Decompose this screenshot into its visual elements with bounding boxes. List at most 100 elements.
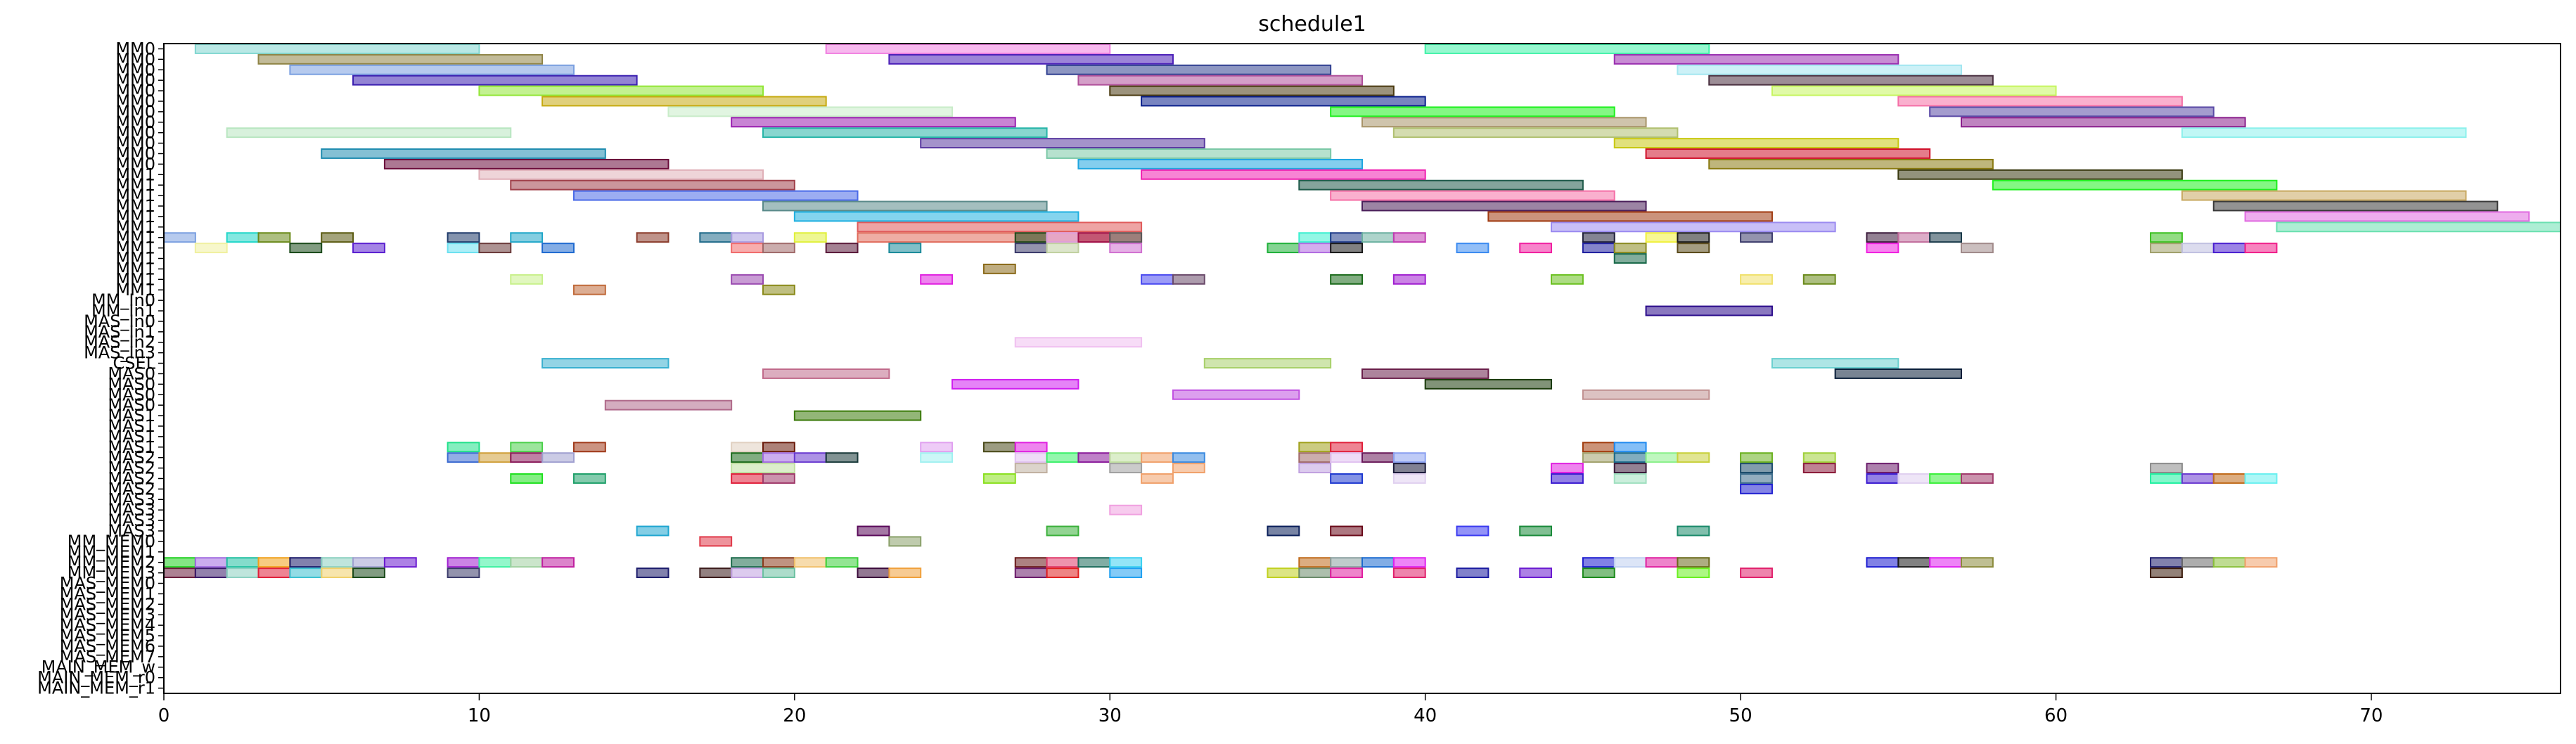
task-bar xyxy=(1077,158,1363,169)
task-bar xyxy=(289,64,575,75)
y-tick-label: MM1 xyxy=(115,196,155,216)
task-bar xyxy=(1613,452,1647,463)
task-bar xyxy=(762,200,1048,212)
task-bar xyxy=(762,127,1048,139)
y-axis: MM0MM0MM0MM0MM0MM0MM0MM0MM0MM0MM0MM0MM1M… xyxy=(37,39,164,698)
task-bar xyxy=(257,53,544,65)
task-bar xyxy=(2150,557,2183,568)
y-tick-label: MM1 xyxy=(115,186,155,205)
chart-title: schedule1 xyxy=(1258,12,1366,37)
task-bar xyxy=(2150,232,2183,243)
task-bar xyxy=(1361,452,1395,463)
y-tick-label: MM1 xyxy=(115,228,155,248)
task-bar xyxy=(226,557,259,568)
y-tick-label: MAS_MEM7 xyxy=(60,647,155,667)
task-bar xyxy=(2181,557,2215,568)
task-bar xyxy=(1802,452,1836,463)
task-bar xyxy=(478,85,764,96)
task-bar xyxy=(1046,232,1079,243)
y-tick-label: MAS2 xyxy=(108,458,155,478)
task-bar xyxy=(1897,232,1931,243)
task-bar xyxy=(1740,463,1773,474)
task-bar xyxy=(572,190,859,201)
task-bar xyxy=(1267,567,1300,579)
task-bar xyxy=(1677,557,1710,568)
y-tick-label: MAIN_MEM_r1 xyxy=(37,679,155,698)
task-bar xyxy=(667,106,954,117)
task-bar xyxy=(1961,117,2246,128)
y-tick-label: MAS0 xyxy=(108,385,155,404)
task-bar xyxy=(731,232,764,243)
task-bar xyxy=(572,442,606,453)
task-bar xyxy=(1929,232,1963,243)
task-bar xyxy=(762,243,795,254)
task-bar xyxy=(1330,452,1363,463)
task-bar xyxy=(888,243,922,254)
y-tick-label: MM1 xyxy=(115,280,155,300)
task-bar xyxy=(731,243,764,254)
task-bar xyxy=(1582,243,1615,254)
task-bar xyxy=(1298,232,1332,243)
y-tick-label: MM0 xyxy=(115,123,155,143)
task-bar xyxy=(1361,232,1395,243)
plot-frame xyxy=(163,43,2561,694)
task-bar xyxy=(1519,525,1553,537)
task-bar xyxy=(1109,243,1143,254)
task-bar xyxy=(1551,222,1836,233)
y-tick-label: MAS_MEM0 xyxy=(60,574,155,594)
task-bar xyxy=(447,243,480,254)
task-bar xyxy=(510,442,544,453)
task-bar xyxy=(2212,473,2246,484)
task-bar xyxy=(731,117,1016,128)
task-bar xyxy=(1392,473,1426,484)
task-bar xyxy=(1613,138,1899,149)
task-bar xyxy=(1077,232,1111,243)
task-bar xyxy=(1392,557,1426,568)
task-bar xyxy=(920,138,1205,149)
task-bar xyxy=(226,127,512,139)
task-bar xyxy=(447,232,480,243)
task-bar xyxy=(920,274,954,285)
task-bar xyxy=(1740,274,1773,285)
task-bar xyxy=(1613,53,1899,65)
task-bar xyxy=(2276,222,2562,233)
task-bar xyxy=(1897,557,1931,568)
y-tick-label: MAS_In0 xyxy=(84,312,155,331)
task-bar xyxy=(2150,567,2183,579)
y-tick-label: MM1 xyxy=(115,259,155,278)
task-bar xyxy=(825,243,859,254)
task-bar xyxy=(352,243,385,254)
task-bar xyxy=(1298,463,1332,474)
task-bar xyxy=(793,410,922,421)
task-bar xyxy=(1392,567,1426,579)
task-bar xyxy=(1740,452,1773,463)
task-bar xyxy=(1109,85,1395,96)
task-bar xyxy=(1897,96,2183,107)
task-bar xyxy=(1014,452,1048,463)
task-bar xyxy=(1677,64,1963,75)
task-bar xyxy=(1014,463,1048,474)
task-bar xyxy=(352,557,385,568)
task-bar xyxy=(1046,557,1079,568)
task-bar xyxy=(383,557,417,568)
task-bar xyxy=(1014,442,1048,453)
task-bar xyxy=(1677,452,1710,463)
task-bar xyxy=(1582,442,1615,453)
y-tick-label: MM_In0 xyxy=(91,290,155,310)
task-bar xyxy=(257,232,291,243)
task-bar xyxy=(1361,557,1395,568)
task-bar xyxy=(793,232,827,243)
task-bar xyxy=(1961,473,1994,484)
task-bar xyxy=(1141,96,1426,107)
task-bar xyxy=(321,148,606,159)
x-tick-label: 40 xyxy=(1414,705,1437,726)
task-bar xyxy=(226,567,259,579)
task-bar xyxy=(1141,452,1174,463)
y-tick-label: MAS1 xyxy=(108,416,155,436)
task-bar xyxy=(1172,463,1205,474)
task-bar xyxy=(1361,200,1647,212)
task-bar xyxy=(793,452,827,463)
y-tick-label: MAS1 xyxy=(108,406,155,425)
task-bar xyxy=(1740,232,1773,243)
task-bar xyxy=(2181,190,2467,201)
